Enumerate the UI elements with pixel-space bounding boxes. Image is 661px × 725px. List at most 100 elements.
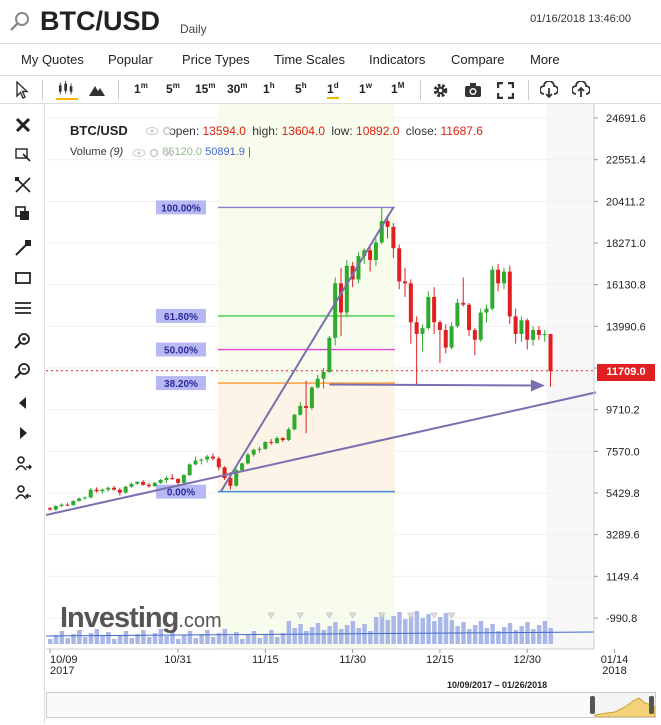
forward-icon[interactable] — [14, 424, 32, 442]
candle-body — [432, 296, 437, 323]
candle-body — [71, 500, 76, 506]
candle-body — [397, 248, 402, 282]
fib-icon[interactable] — [14, 176, 32, 194]
candle-body — [426, 296, 431, 329]
y-tick-label: 18271.0 — [606, 238, 646, 250]
scroller-handle-right[interactable] — [649, 696, 654, 714]
volume-bar — [531, 629, 536, 644]
volume-bar — [356, 628, 361, 644]
volume-ma-line — [46, 631, 595, 637]
interval-1d[interactable]: 1d — [327, 81, 339, 99]
candle-body — [193, 460, 198, 465]
volume-bar — [106, 632, 111, 644]
volume-bar — [525, 622, 530, 644]
ohlc-legend: BTC/USD open: 13594.0 high: 13604.0 low:… — [70, 123, 486, 138]
candle-body — [304, 405, 309, 408]
interval-5h[interactable]: 5h — [295, 81, 307, 96]
y-tick-label: 20411.2 — [606, 196, 645, 208]
volume-bar — [251, 631, 257, 644]
search-icon[interactable] — [8, 10, 32, 34]
person-arrow-icon[interactable] — [14, 455, 32, 473]
gear-icon[interactable] — [432, 82, 449, 99]
eye-gear-icon[interactable] — [145, 126, 175, 136]
cursor-icon[interactable] — [14, 81, 30, 99]
download-icon[interactable] — [540, 81, 558, 99]
candle-body — [344, 265, 349, 313]
volume-bar — [449, 620, 455, 644]
candle-body — [48, 508, 52, 510]
menu-my-quotes[interactable]: My Quotes — [21, 52, 84, 67]
rally-trendline — [219, 206, 395, 493]
interval-1h[interactable]: 1h — [263, 81, 275, 96]
zoom-out-icon[interactable] — [14, 362, 32, 380]
volume-bar — [437, 617, 443, 644]
range-scroller[interactable] — [46, 692, 656, 718]
event-marker — [348, 612, 357, 619]
menu-time-scales[interactable]: Time Scales — [274, 52, 346, 67]
volume-legend: Volume (9) 85120.0 50891.9 | — [70, 146, 251, 158]
interval-1M[interactable]: 1M — [391, 81, 405, 96]
menu-compare[interactable]: Compare — [451, 52, 505, 67]
volume-bar — [205, 630, 210, 644]
candle-body — [77, 498, 82, 501]
drawing-tools — [0, 104, 45, 724]
volume-bar — [152, 633, 158, 644]
interval-30m[interactable]: 30m — [227, 81, 248, 96]
line-icon[interactable] — [14, 239, 32, 257]
volume-value-2: 50891.9 — [205, 146, 245, 158]
candles-icon[interactable] — [56, 80, 78, 100]
candle-body — [82, 497, 87, 499]
volume-bar — [379, 613, 385, 644]
volume-bar — [408, 615, 414, 644]
candle-body — [228, 478, 233, 486]
interval-5m[interactable]: 5m — [166, 81, 180, 96]
candle-body — [53, 506, 58, 510]
close-icon[interactable] — [14, 116, 32, 134]
volume-bar — [240, 639, 245, 644]
volume-controls-icon[interactable] — [132, 148, 182, 158]
interval-1m[interactable]: 1m — [134, 81, 148, 96]
volume-bar — [507, 623, 513, 644]
price-chart[interactable]: 100.00% 61.80% 50.00% 38.20% 0.00% 24691.6 22… — [46, 104, 656, 689]
interval-1w[interactable]: 1w — [359, 81, 372, 96]
candle-body — [513, 316, 518, 334]
candle-body — [216, 458, 221, 468]
candle-body — [519, 320, 524, 334]
crosshair-icon[interactable] — [14, 145, 32, 163]
volume-bar — [426, 614, 431, 644]
lines-icon[interactable] — [14, 299, 32, 317]
current-price-tag: 11709.0 — [597, 364, 655, 381]
fib-upper-shade — [218, 104, 395, 649]
scroller-handle-left[interactable] — [590, 696, 595, 714]
volume-value-1: 85120.0 — [162, 146, 203, 158]
fib-level-label: 61.80% — [164, 312, 198, 323]
menu-price-types[interactable]: Price Types — [182, 52, 250, 67]
legend-symbol: BTC/USD — [70, 123, 128, 138]
volume-bar — [536, 625, 542, 644]
candle-body — [408, 283, 413, 323]
camera-icon[interactable] — [464, 82, 482, 98]
x-tick-label: 12/30 — [513, 654, 541, 666]
mountain-icon[interactable] — [88, 82, 106, 98]
candle-body — [478, 312, 483, 340]
candle-body — [240, 463, 245, 471]
copy-icon[interactable] — [14, 205, 32, 223]
volume-bar — [472, 625, 478, 644]
menu-more[interactable]: More — [530, 52, 560, 67]
candle-body — [467, 304, 472, 331]
candle-body — [449, 326, 454, 348]
back-icon[interactable] — [14, 394, 32, 412]
menu-popular[interactable]: Popular — [108, 52, 153, 67]
fullscreen-icon[interactable] — [497, 82, 514, 99]
menu-indicators[interactable]: Indicators — [369, 52, 426, 67]
candle-body — [356, 256, 361, 280]
candle-body — [542, 334, 547, 336]
zoom-in-icon[interactable] — [14, 332, 32, 350]
upload-icon[interactable] — [572, 81, 590, 99]
candle-body — [141, 481, 146, 485]
person-arrow-2-icon[interactable] — [14, 484, 32, 502]
interval-15m[interactable]: 15m — [195, 81, 216, 96]
candle-body — [472, 330, 477, 340]
rectangle-icon[interactable] — [14, 269, 32, 287]
candle-body — [210, 456, 215, 459]
